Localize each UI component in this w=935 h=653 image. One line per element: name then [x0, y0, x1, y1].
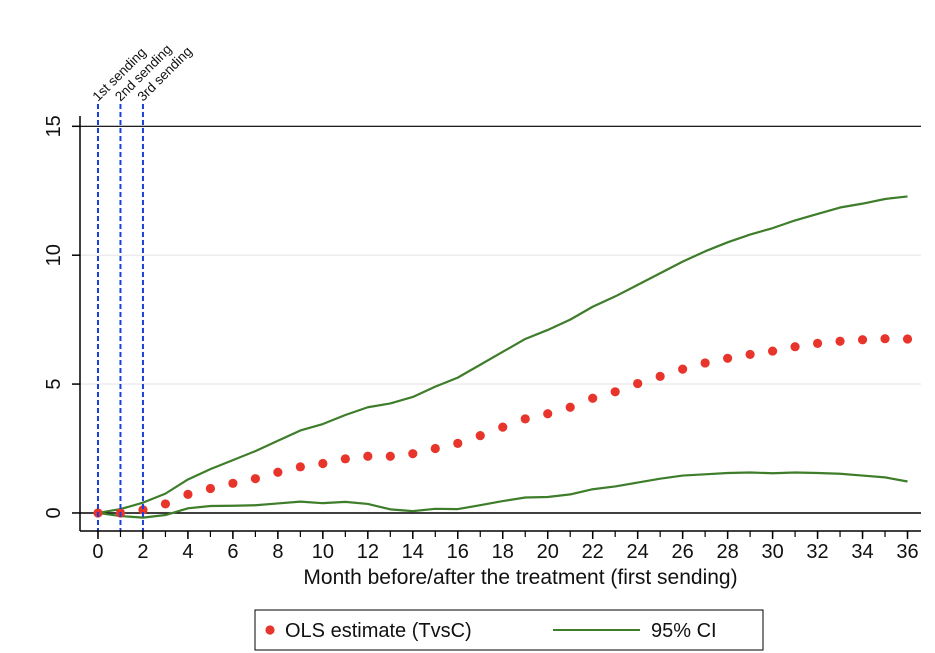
estimate-point-35: [880, 334, 890, 344]
x-tick-label-1: 2: [137, 541, 148, 563]
estimate-point-6: [228, 478, 238, 488]
ci-lines: [97, 195, 908, 519]
estimate-point-7: [250, 474, 260, 484]
estimate-point-27: [700, 358, 710, 368]
estimate-point-31: [790, 342, 800, 352]
legend-box: [254, 609, 764, 651]
legend: OLS estimate (TvsC) 95% CI: [254, 609, 764, 651]
estimate-point-10: [318, 458, 328, 469]
axes: [79, 116, 921, 532]
estimate-point-5: [205, 483, 216, 494]
estimate-point-26: [678, 364, 688, 374]
x-tick-label-10: 20: [537, 541, 559, 563]
estimate-point-8: [273, 467, 283, 477]
x-tick-label-11: 22: [582, 541, 604, 563]
estimate-point-11: [340, 454, 350, 464]
x-tick-label-12: 24: [627, 541, 649, 563]
legend-label-ols: OLS estimate (TvsC): [285, 620, 472, 642]
legend-point-swatch: [265, 625, 275, 635]
x-tick-label-5: 10: [312, 541, 334, 563]
estimate-points: [93, 334, 913, 518]
estimate-point-16: [453, 438, 463, 448]
estimate-point-15: [430, 443, 440, 454]
x-tick-label-7: 14: [402, 541, 424, 563]
x-tick-label-3: 6: [227, 541, 238, 563]
y-tick-label-0: 0: [43, 507, 65, 518]
x-tick-label-6: 12: [357, 541, 379, 563]
estimate-point-24: [633, 378, 643, 389]
y-tick-label-3: 15: [43, 115, 65, 137]
estimate-point-14: [408, 449, 418, 459]
estimate-point-22: [588, 393, 598, 403]
estimate-point-19: [520, 414, 530, 424]
y-tick-label-1: 5: [43, 379, 65, 390]
x-tick-label-14: 28: [716, 541, 738, 563]
estimate-point-9: [295, 462, 305, 472]
legend-label-ci: 95% CI: [651, 620, 717, 642]
estimate-point-29: [745, 349, 755, 360]
x-tick-label-18: 36: [896, 541, 918, 563]
x-tick-label-16: 32: [806, 541, 828, 563]
estimate-point-34: [857, 335, 868, 345]
estimate-point-13: [385, 451, 395, 461]
estimate-point-23: [610, 387, 620, 397]
y-ticks: 0 5 10 15: [43, 115, 80, 519]
x-ticks: 0 2 4 6 8 10 12 14 16 18 20 22 24 26 28 30 32 34 36: [92, 531, 919, 563]
estimate-point-32: [812, 338, 823, 348]
ci-lower-line: [97, 471, 908, 519]
estimate-point-17: [475, 431, 485, 441]
estimate-point-3: [160, 499, 171, 509]
x-axis-label: Month before/after the treatment (first …: [303, 566, 737, 589]
estimate-point-36: [902, 334, 913, 344]
estimate-point-25: [655, 371, 665, 381]
estimate-point-21: [565, 402, 575, 412]
y-tick-label-2: 10: [43, 244, 65, 266]
estimate-point-33: [835, 336, 845, 346]
estimate-point-20: [543, 409, 553, 419]
estimate-point-4: [183, 489, 193, 499]
x-tick-label-15: 30: [761, 541, 783, 563]
x-tick-label-9: 18: [492, 541, 514, 563]
estimate-point-18: [498, 422, 508, 432]
ci-upper-line: [97, 195, 908, 515]
estimate-point-30: [767, 346, 778, 356]
estimate-point-28: [723, 353, 733, 363]
x-tick-label-13: 26: [672, 541, 694, 563]
x-tick-label-8: 16: [447, 541, 469, 563]
estimate-point-12: [363, 451, 373, 461]
x-tick-label-17: 34: [851, 541, 873, 563]
estimate-point-2: [138, 505, 148, 515]
x-tick-label-4: 8: [272, 541, 283, 563]
x-tick-label-0: 0: [92, 541, 103, 563]
x-tick-label-2: 4: [182, 541, 193, 563]
